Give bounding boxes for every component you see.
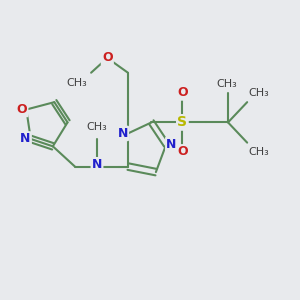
Text: S: S: [177, 116, 188, 129]
Text: N: N: [117, 127, 128, 140]
Text: N: N: [20, 133, 31, 146]
Text: CH₃: CH₃: [249, 88, 269, 98]
Text: O: O: [177, 86, 188, 100]
Text: CH₃: CH₃: [249, 147, 269, 157]
Text: CH₃: CH₃: [216, 79, 237, 88]
Text: N: N: [166, 138, 177, 151]
Text: N: N: [92, 158, 102, 171]
Text: O: O: [16, 103, 27, 116]
Text: O: O: [177, 145, 188, 158]
Text: CH₃: CH₃: [66, 78, 87, 88]
Text: O: O: [102, 52, 112, 64]
Text: CH₃: CH₃: [87, 122, 107, 132]
